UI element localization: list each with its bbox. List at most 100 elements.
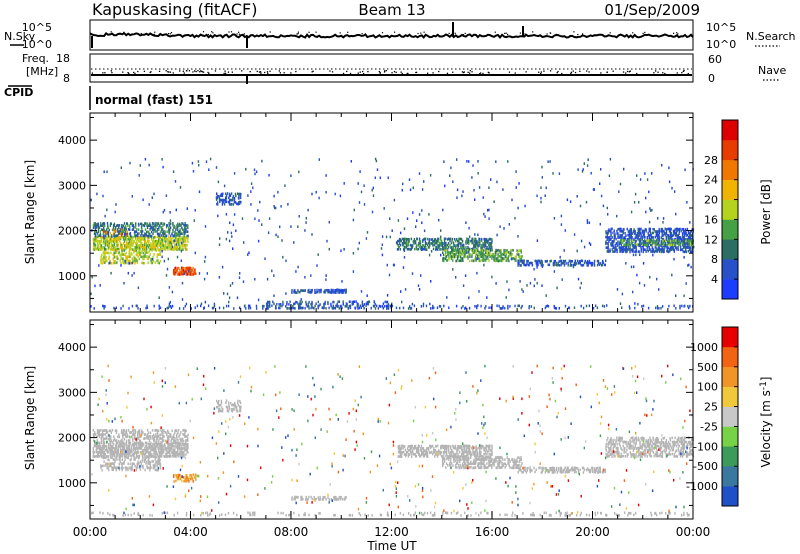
power-pixel (139, 248, 141, 251)
velocity-pixel (175, 451, 177, 454)
velocity-pixel (117, 466, 119, 470)
power-pixel (133, 249, 135, 253)
power-pixel (616, 288, 619, 291)
power-pixel (601, 304, 604, 308)
power-pixel (180, 232, 182, 235)
power-pixel (475, 243, 477, 247)
power-pixel (667, 246, 669, 250)
power-pixel (406, 247, 409, 251)
power-pixel (113, 236, 116, 239)
power-pixel (457, 244, 460, 247)
power-pixel (135, 237, 137, 241)
velocity-pixel (110, 462, 112, 466)
power-pixel (684, 244, 686, 247)
velocity-pixel (157, 460, 159, 464)
velocity-pixel (176, 474, 178, 477)
power-pixel (512, 249, 514, 252)
power-pixel (621, 245, 623, 249)
power-pixel (485, 255, 487, 258)
velocity-pixel (179, 475, 181, 479)
power-pixel (620, 234, 622, 237)
power-pixel (179, 248, 181, 251)
power-pixel (687, 304, 689, 308)
power-pixel (624, 248, 626, 251)
velocity-pixel (148, 435, 150, 438)
velocity-pixel (98, 451, 101, 454)
power-pixel (184, 239, 186, 243)
power-pixel (564, 259, 567, 263)
power-pixel (675, 231, 678, 235)
power-pixel (135, 247, 138, 251)
power-pixel (170, 306, 173, 309)
velocity-pixel (170, 446, 172, 450)
power-pixel (185, 224, 187, 227)
velocity-pixel (234, 405, 237, 409)
velocity-pixel (152, 442, 154, 446)
velocity-pixel (172, 448, 174, 452)
power-pixel (104, 255, 106, 258)
power-pixel (286, 307, 288, 310)
power-pixel (467, 238, 470, 241)
power-pixel (120, 226, 123, 229)
power-pixel (447, 243, 449, 247)
power-pixel (319, 288, 321, 292)
nsearch-dot (339, 32, 341, 34)
power-pixel (507, 257, 509, 260)
power-pixel (169, 305, 172, 308)
power-pixel (460, 244, 462, 247)
power-pixel (656, 305, 659, 308)
power-pixel (516, 252, 518, 256)
power-pixel (124, 238, 126, 241)
power-pixel (171, 242, 173, 245)
power-pixel (334, 306, 337, 310)
velocity-pixel (129, 439, 131, 442)
power-pixel (102, 304, 104, 308)
velocity-pixel (139, 460, 141, 463)
power-pixel (517, 261, 519, 265)
nave-dot (168, 71, 170, 73)
power-pixel (625, 241, 627, 245)
power-pixel (689, 233, 692, 237)
velocity-pixel (317, 496, 319, 499)
power-pixel (151, 261, 153, 265)
power-pixel (446, 248, 449, 251)
power-pixel (597, 261, 600, 265)
power-pixel (503, 253, 505, 256)
power-pixel (668, 166, 670, 170)
power-pixel (643, 236, 645, 239)
power-pixel (298, 170, 300, 174)
power-pixel (598, 263, 601, 267)
power-pixel (476, 305, 478, 308)
power-pixel (190, 270, 192, 274)
power-pixel (541, 259, 543, 263)
nave-dot (549, 70, 552, 72)
power-pixel (239, 202, 241, 205)
power-pixel (141, 236, 144, 239)
power-pixel (440, 229, 442, 232)
power-pixel (113, 240, 115, 243)
velocity-pixel (156, 429, 158, 432)
power-pixel (458, 237, 460, 241)
velocity-pixel (239, 401, 242, 405)
power-pixel (396, 248, 399, 251)
power-pixel (194, 306, 196, 309)
power-pixel (120, 166, 122, 169)
power-pixel (110, 248, 112, 251)
power-pixel (102, 238, 105, 241)
power-pixel (542, 264, 544, 267)
power-pixel (295, 291, 297, 294)
power-pixel (627, 241, 630, 244)
power-pixel (555, 307, 557, 310)
nave-dot (194, 70, 196, 72)
nave-dot (227, 71, 230, 73)
nave-dot (266, 71, 269, 73)
velocity-pixel (151, 435, 154, 438)
power-pixel (515, 186, 517, 189)
velocity-pixel (162, 435, 164, 438)
power-pixel (162, 242, 164, 245)
power-pixel (402, 266, 405, 269)
velocity-pixel (98, 433, 100, 436)
power-pixel (110, 271, 112, 275)
power-pixel (170, 222, 172, 225)
power-pixel (127, 245, 130, 249)
